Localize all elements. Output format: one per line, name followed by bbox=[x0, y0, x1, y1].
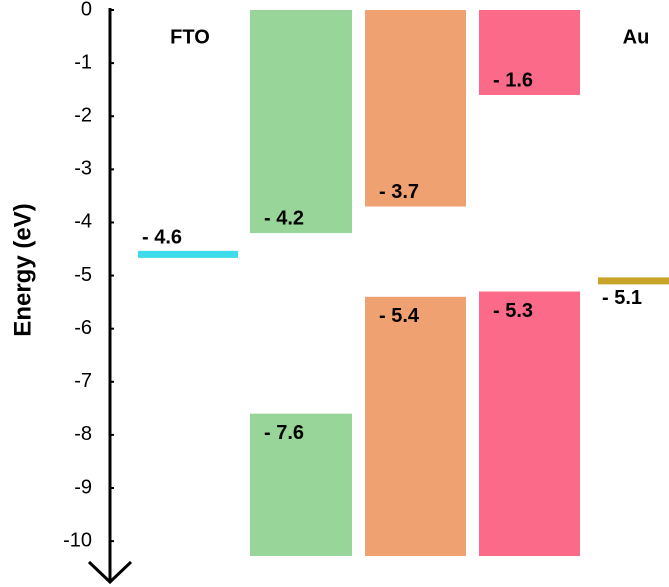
material-label: FTO bbox=[170, 26, 210, 48]
y-tick-label: -8 bbox=[74, 423, 92, 445]
conduction-band bbox=[365, 10, 466, 207]
vb-label: - 7.6 bbox=[264, 422, 304, 444]
conduction-band bbox=[250, 10, 352, 234]
vb-label: - 5.3 bbox=[493, 300, 533, 322]
level-label: - 5.1 bbox=[602, 287, 642, 309]
y-tick-label: -4 bbox=[74, 211, 92, 233]
y-tick-label: -10 bbox=[63, 529, 92, 551]
valence-band bbox=[479, 291, 580, 556]
conduction-band bbox=[479, 10, 580, 95]
vb-label: - 5.4 bbox=[379, 305, 420, 327]
y-tick-label: -2 bbox=[74, 105, 92, 127]
valence-band bbox=[365, 296, 466, 556]
y-tick-label: -3 bbox=[74, 158, 92, 180]
y-tick-label: 0 bbox=[81, 0, 92, 20]
material-label: Au bbox=[623, 26, 650, 48]
y-tick-label: -5 bbox=[74, 264, 92, 286]
y-tick-label: -1 bbox=[74, 51, 92, 73]
y-tick-label: -9 bbox=[74, 476, 92, 498]
y-axis-label: Energy (eV) bbox=[9, 203, 36, 336]
cb-label: - 3.7 bbox=[379, 181, 419, 203]
cb-label: - 1.6 bbox=[493, 69, 533, 91]
level-label: - 4.6 bbox=[142, 227, 182, 249]
axis-arrow bbox=[87, 560, 133, 585]
y-tick-label: -6 bbox=[74, 317, 92, 339]
y-tick-label: -7 bbox=[74, 370, 92, 392]
cb-label: - 4.2 bbox=[264, 207, 304, 229]
valence-band bbox=[250, 413, 352, 556]
